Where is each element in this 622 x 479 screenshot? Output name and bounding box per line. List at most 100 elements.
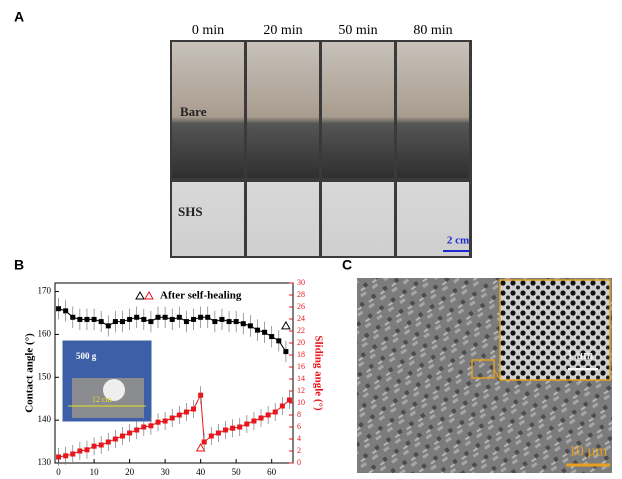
y2-tick-label: 26 xyxy=(297,302,305,311)
y2-axis-label: Sliding angle (°) xyxy=(312,335,324,411)
y2-tick-label: 8 xyxy=(297,410,301,419)
y2-tick-label: 2 xyxy=(297,446,301,455)
data-point xyxy=(99,319,104,324)
data-point xyxy=(283,349,288,354)
x-tick-label: 40 xyxy=(196,467,206,477)
photo-shs xyxy=(322,182,394,256)
data-point xyxy=(191,317,196,322)
data-point xyxy=(184,319,189,324)
data-point xyxy=(120,319,125,324)
data-point xyxy=(163,419,168,424)
data-point xyxy=(156,420,161,425)
data-point xyxy=(273,410,278,415)
data-point xyxy=(141,425,146,430)
legend-symbol xyxy=(136,292,144,299)
data-point xyxy=(170,317,175,322)
data-point xyxy=(212,319,217,324)
data-point xyxy=(127,431,132,436)
data-point xyxy=(255,328,260,333)
legend-symbol xyxy=(145,292,153,299)
data-point xyxy=(198,393,203,398)
panel-label: B xyxy=(14,257,24,273)
x-tick-label: 10 xyxy=(90,467,100,477)
self-healing-point xyxy=(282,322,290,329)
y2-tick-label: 18 xyxy=(297,350,305,359)
x-tick-label: 20 xyxy=(125,467,135,477)
data-point xyxy=(198,315,203,320)
row-label: Bare xyxy=(180,104,207,119)
y2-tick-label: 16 xyxy=(297,362,305,371)
y-tick-label: 140 xyxy=(38,414,52,424)
panel-label: A xyxy=(14,9,24,25)
data-point xyxy=(177,315,182,320)
y2-tick-label: 4 xyxy=(297,434,301,443)
data-point xyxy=(84,447,89,452)
y2-tick-label: 0 xyxy=(297,458,301,467)
data-point xyxy=(223,428,228,433)
data-point xyxy=(127,317,132,322)
data-point xyxy=(251,419,256,424)
data-point xyxy=(276,338,281,343)
y-tick-label: 150 xyxy=(38,371,52,381)
data-point xyxy=(148,423,153,428)
data-point xyxy=(248,323,253,328)
data-point xyxy=(63,308,68,313)
y2-tick-label: 20 xyxy=(297,338,305,347)
data-point xyxy=(134,428,139,433)
x-tick-label: 0 xyxy=(56,467,61,477)
self-healing-point xyxy=(197,444,205,451)
data-point xyxy=(56,306,61,311)
figure: A B C 0 min20 min50 min80 minBareSHS2 cm… xyxy=(0,0,622,479)
data-point xyxy=(92,317,97,322)
data-point xyxy=(237,425,242,430)
y2-tick-label: 22 xyxy=(297,326,305,335)
data-point xyxy=(134,315,139,320)
time-label: 80 min xyxy=(413,23,452,38)
data-point xyxy=(241,321,246,326)
data-point xyxy=(177,413,182,418)
data-point xyxy=(70,315,75,320)
photo-shs xyxy=(172,182,244,256)
sem-panel: 1 μm 10 μm xyxy=(357,278,612,473)
data-point xyxy=(120,434,125,439)
scale-label: 1 μm xyxy=(567,347,594,362)
data-point xyxy=(70,452,75,457)
photo-bare xyxy=(322,42,394,178)
scale-label: 2 cm xyxy=(447,235,469,247)
data-point xyxy=(148,319,153,324)
data-point xyxy=(266,413,271,418)
data-point xyxy=(280,404,285,409)
data-point xyxy=(113,437,118,442)
data-point xyxy=(92,444,97,449)
annotation-text: After self-healing xyxy=(160,290,242,302)
y-tick-label: 170 xyxy=(38,286,52,296)
panel-label: C xyxy=(342,257,352,273)
data-point xyxy=(106,440,111,445)
x-tick-label: 50 xyxy=(232,467,242,477)
data-point xyxy=(141,317,146,322)
data-point xyxy=(99,443,104,448)
data-point xyxy=(216,431,221,436)
data-point xyxy=(156,315,161,320)
data-point xyxy=(56,455,61,460)
scale-label: 10 μm xyxy=(569,443,608,459)
time-label: 50 min xyxy=(338,23,377,38)
y2-tick-label: 28 xyxy=(297,290,305,299)
y2-tick-label: 24 xyxy=(297,314,305,323)
data-point xyxy=(209,434,214,439)
y-axis-label: Contact angle (°) xyxy=(24,333,36,413)
data-point xyxy=(113,319,118,324)
data-point xyxy=(77,317,82,322)
y-tick-label: 130 xyxy=(38,457,52,467)
data-point xyxy=(269,334,274,339)
x-tick-label: 30 xyxy=(161,467,171,477)
data-point xyxy=(234,319,239,324)
y2-tick-label: 10 xyxy=(297,398,305,407)
data-point xyxy=(106,323,111,328)
row-label: SHS xyxy=(178,204,203,219)
data-point xyxy=(227,319,232,324)
photo-bare xyxy=(397,42,469,178)
time-label: 20 min xyxy=(263,23,302,38)
data-point xyxy=(84,317,89,322)
